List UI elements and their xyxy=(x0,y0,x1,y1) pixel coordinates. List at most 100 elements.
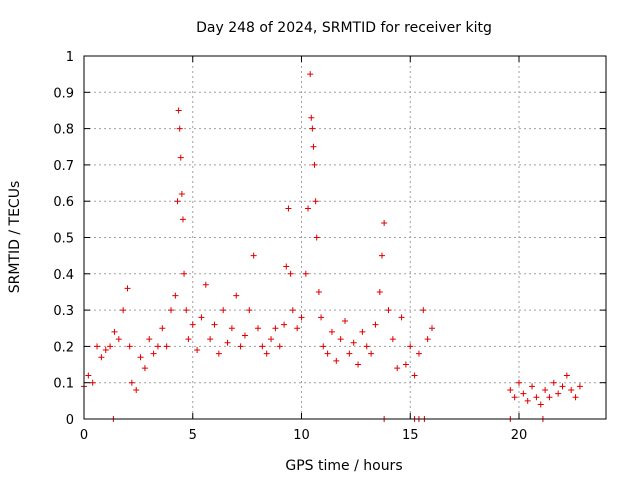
data-point xyxy=(398,314,405,321)
data-point xyxy=(207,336,214,343)
data-point xyxy=(559,383,566,390)
data-point xyxy=(102,347,109,354)
data-point xyxy=(568,386,575,393)
data-point xyxy=(385,307,392,314)
y-tick-label: 0.9 xyxy=(53,86,74,101)
axis-ticks: 0 5 10 15 20 0 0.1 0.2 0.3 0.4 0.5 0.6 0.7 0.8 0.9 1 xyxy=(53,50,606,443)
data-points xyxy=(81,71,583,422)
data-point xyxy=(124,285,131,292)
data-point xyxy=(310,143,317,150)
data-point xyxy=(146,336,153,343)
y-tick-label: 0 xyxy=(66,413,74,428)
y-tick-label: 0.1 xyxy=(53,377,74,392)
data-point xyxy=(179,216,186,223)
data-point xyxy=(415,350,422,357)
data-point xyxy=(276,343,283,350)
data-point xyxy=(411,372,418,379)
data-point xyxy=(211,321,218,328)
data-point xyxy=(305,205,312,212)
data-point xyxy=(337,336,344,343)
x-tick-label: 15 xyxy=(402,428,419,443)
data-point xyxy=(324,350,331,357)
data-point xyxy=(246,307,253,314)
data-point xyxy=(533,394,540,401)
data-point xyxy=(183,307,190,314)
grid-lines xyxy=(84,56,606,419)
data-point xyxy=(350,339,357,346)
data-point xyxy=(309,125,316,132)
data-point xyxy=(224,339,231,346)
data-point xyxy=(259,343,266,350)
data-point xyxy=(294,325,301,332)
data-point xyxy=(359,328,366,335)
x-tick-label: 20 xyxy=(511,428,528,443)
data-point xyxy=(378,252,385,259)
data-point xyxy=(372,321,379,328)
data-point xyxy=(172,292,179,299)
data-point xyxy=(546,394,553,401)
data-point xyxy=(176,125,183,132)
data-point xyxy=(137,354,144,361)
data-point xyxy=(126,343,133,350)
data-point xyxy=(376,288,383,295)
data-point xyxy=(128,379,135,386)
data-point xyxy=(159,325,166,332)
data-point xyxy=(289,307,296,314)
data-point xyxy=(529,383,536,390)
data-point xyxy=(115,336,122,343)
data-point xyxy=(389,336,396,343)
data-point xyxy=(94,343,101,350)
data-point xyxy=(283,263,290,270)
data-point xyxy=(381,219,388,226)
data-point xyxy=(542,386,549,393)
data-point xyxy=(307,71,314,78)
data-point xyxy=(315,288,322,295)
data-point xyxy=(424,336,431,343)
data-point xyxy=(312,198,319,205)
x-tick-label: 5 xyxy=(189,428,197,443)
data-point xyxy=(154,343,161,350)
data-point xyxy=(178,190,185,197)
y-tick-label: 0.3 xyxy=(53,304,74,319)
data-point xyxy=(520,390,527,397)
data-point xyxy=(150,350,157,357)
y-tick-label: 1 xyxy=(66,50,74,65)
data-point xyxy=(120,307,127,314)
data-point xyxy=(318,314,325,321)
data-point xyxy=(313,234,320,241)
data-point xyxy=(342,317,348,324)
data-point xyxy=(320,343,327,350)
data-point xyxy=(420,307,427,314)
x-tick-label: 0 xyxy=(80,428,88,443)
data-point xyxy=(516,379,522,386)
y-tick-label: 0.6 xyxy=(53,195,74,210)
data-point xyxy=(537,401,544,408)
data-point xyxy=(168,307,174,314)
data-point xyxy=(163,343,170,350)
data-point xyxy=(308,114,315,121)
data-point xyxy=(302,270,309,277)
data-point xyxy=(237,343,244,350)
data-point xyxy=(250,252,257,259)
data-point xyxy=(241,332,248,339)
data-point xyxy=(511,394,518,401)
data-point xyxy=(263,350,270,357)
data-point xyxy=(507,386,514,393)
data-point xyxy=(550,379,557,386)
data-point xyxy=(555,390,562,397)
data-point xyxy=(141,365,148,372)
data-point xyxy=(202,281,209,288)
data-point xyxy=(194,347,201,354)
data-point xyxy=(272,325,279,332)
data-point xyxy=(220,307,227,314)
data-point xyxy=(98,354,105,361)
data-point xyxy=(215,350,222,357)
y-tick-label: 0.2 xyxy=(53,340,74,355)
data-point xyxy=(107,343,114,350)
data-point xyxy=(333,357,340,364)
data-point xyxy=(524,397,531,404)
data-point xyxy=(268,336,275,343)
y-tick-label: 0.8 xyxy=(53,123,74,138)
